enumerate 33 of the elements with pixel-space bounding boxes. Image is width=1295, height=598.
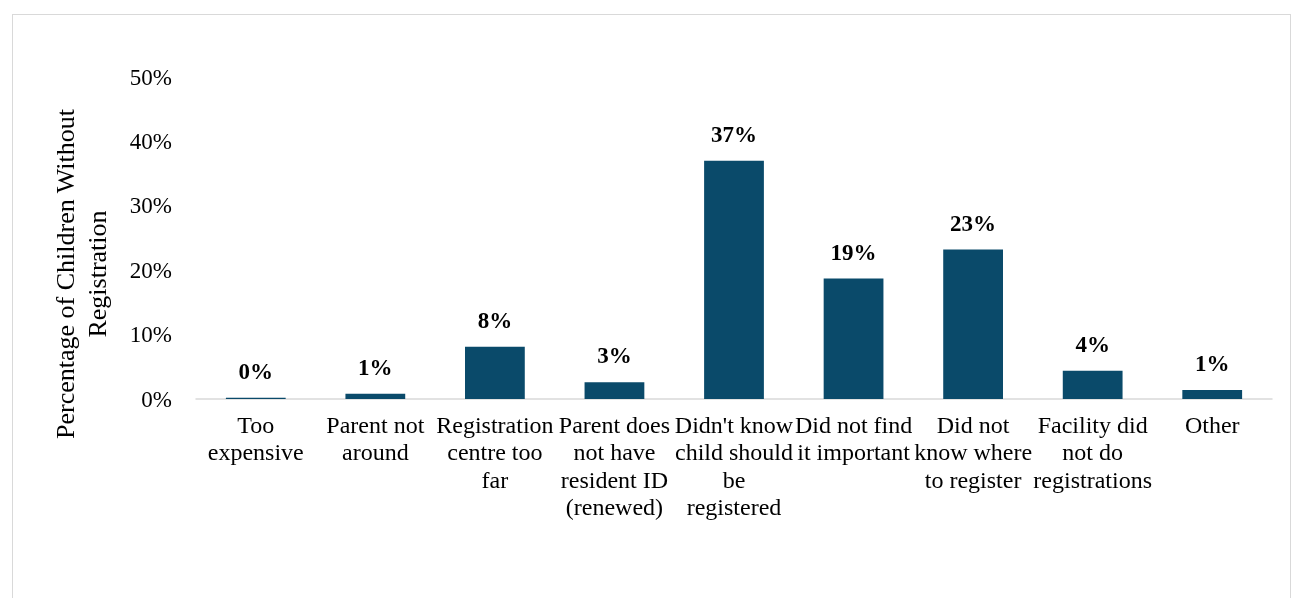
y-tick-label: 10% (129, 322, 172, 348)
bar (584, 382, 645, 399)
bar (345, 393, 406, 399)
x-tick-label: Parent not around (326, 411, 425, 466)
x-tick-label: Did not find it important (794, 411, 913, 466)
bar (1182, 389, 1243, 399)
x-tick-label: Facility did not do registrations (1033, 411, 1152, 493)
bar (465, 346, 525, 399)
data-label: 37% (711, 121, 757, 147)
data-label: 4% (1075, 331, 1110, 357)
x-tick-label: Registration centre too far (436, 411, 554, 493)
bar (704, 160, 764, 399)
y-tick-label: 40% (129, 128, 172, 154)
y-tick-label: 20% (129, 257, 172, 283)
x-tick-label: Parent does not have resident ID (renewed) (558, 411, 671, 521)
bar (1062, 370, 1123, 399)
data-label: 0% (238, 358, 274, 384)
x-tick-label: Didn't know child should be registered (674, 411, 794, 521)
data-label: 19% (830, 239, 877, 265)
data-label: 23% (950, 210, 997, 236)
y-axis-title: Percentage of Children Without Registration (50, 108, 112, 439)
x-tick-label: Other (1184, 411, 1240, 438)
x-tick-label: Did not know where to register (914, 411, 1033, 493)
data-label: 8% (477, 307, 513, 333)
bar (943, 249, 1003, 399)
data-label: 1% (358, 354, 393, 380)
x-tick-label: Too expensive (207, 411, 304, 466)
data-label: 3% (597, 343, 632, 369)
y-tick-label: 30% (129, 193, 172, 219)
data-label: 1% (1194, 350, 1230, 376)
y-tick-label: 0% (141, 386, 172, 412)
bar (823, 278, 884, 399)
y-tick-label: 50% (129, 64, 172, 90)
